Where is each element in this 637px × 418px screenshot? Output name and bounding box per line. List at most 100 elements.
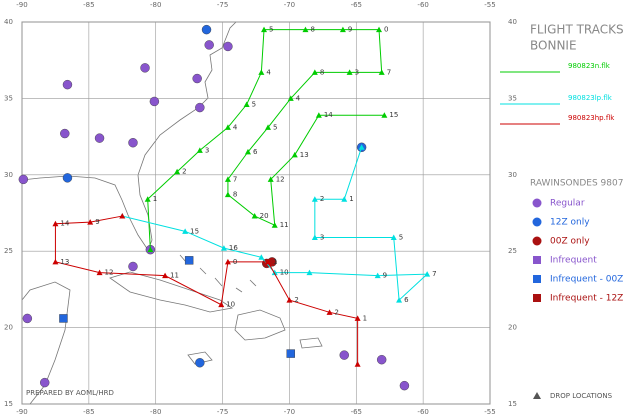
lon-tick-label: -85 xyxy=(83,408,94,416)
drop-label: 15 xyxy=(190,227,199,235)
drop-label: 6 xyxy=(253,148,258,156)
drop-location xyxy=(147,246,154,253)
drop-label: 20 xyxy=(260,212,269,220)
drop-location xyxy=(341,196,348,202)
drop-label: 13 xyxy=(60,258,69,266)
track-legend-label: 980823hp.flk xyxy=(568,114,615,122)
drop-location xyxy=(265,258,272,265)
drop-label: 14 xyxy=(60,220,69,228)
station-legend-label: 12Z only xyxy=(550,218,590,228)
station xyxy=(201,24,212,35)
drop-label: 2 xyxy=(320,195,324,203)
station-legend-symbol xyxy=(532,217,542,227)
drop-label: 11 xyxy=(280,221,289,229)
drop-location xyxy=(224,176,231,182)
subtitle: BONNIE xyxy=(530,39,577,53)
drop-label: 2 xyxy=(335,308,339,316)
lon-tick-label: -65 xyxy=(351,1,362,9)
drop-label: 4 xyxy=(266,68,271,76)
lon-tick-label: -85 xyxy=(83,1,94,9)
drop-label: 5 xyxy=(269,26,273,34)
drop-location xyxy=(144,196,151,202)
station xyxy=(40,377,50,388)
station xyxy=(339,350,349,360)
lon-tick-label: -80 xyxy=(150,1,161,9)
station-legend-symbol xyxy=(533,275,541,283)
station xyxy=(184,256,194,265)
jamaica xyxy=(187,351,213,365)
drop-label: 5 xyxy=(252,101,256,109)
drop-location xyxy=(119,213,126,219)
flight-track xyxy=(122,147,429,302)
drop-label: 8 xyxy=(233,191,237,199)
lon-tick-label: -70 xyxy=(284,1,295,9)
station-legend-label: Infrequent - 00Z xyxy=(550,275,623,285)
drop-label: 8 xyxy=(310,26,314,34)
drop-label: 6 xyxy=(404,296,409,304)
lat-tick-label: 30 xyxy=(508,171,517,179)
drop-label: 0 xyxy=(233,258,237,266)
map-frame xyxy=(21,21,491,405)
drop-label: 1 xyxy=(363,314,367,322)
lat-tick-label: 35 xyxy=(4,94,13,102)
drop-label: 15 xyxy=(389,111,398,119)
station xyxy=(128,261,138,272)
drop-label: 7 xyxy=(387,68,391,76)
drop-location xyxy=(315,112,322,118)
drop-location xyxy=(311,69,318,75)
drop-label: 13 xyxy=(300,151,309,159)
drop-location xyxy=(162,272,169,279)
drop-label: 14 xyxy=(324,111,333,119)
drop-location xyxy=(267,176,274,182)
drop-location xyxy=(306,269,313,276)
lat-tick-label: 20 xyxy=(508,324,517,332)
station xyxy=(223,41,233,52)
drop-label: 3 xyxy=(355,68,359,76)
station xyxy=(60,128,70,139)
hispaniola xyxy=(234,309,286,341)
drop-label: 3 xyxy=(205,146,209,154)
drop-location xyxy=(174,168,181,175)
drop-label: 7 xyxy=(432,270,436,278)
bahamas xyxy=(179,254,257,293)
drop-label: 0 xyxy=(384,26,388,34)
drop-location xyxy=(87,219,94,225)
track-legend-label: 980823n.flk xyxy=(568,62,611,70)
drop-location xyxy=(424,271,431,277)
drop-label: 2 xyxy=(182,168,186,176)
station-legend-label: Infrequent - 12Z xyxy=(550,294,623,304)
station-legend-symbol xyxy=(532,236,542,246)
lon-tick-label: -90 xyxy=(16,408,27,416)
drop-label: 1 xyxy=(273,258,277,266)
drop-location xyxy=(224,124,231,130)
drop-label: 9 xyxy=(95,218,99,226)
lon-tick-label: -70 xyxy=(284,408,295,416)
cuba xyxy=(109,271,234,313)
station xyxy=(399,380,410,391)
drop-location xyxy=(291,151,298,158)
drop-label: 1 xyxy=(153,195,157,203)
drop-label: 10 xyxy=(280,269,289,277)
station xyxy=(62,79,73,90)
station xyxy=(204,40,214,50)
drop-location xyxy=(271,269,278,276)
drop-location xyxy=(390,234,397,240)
drop-label: 8 xyxy=(320,68,324,76)
station xyxy=(195,358,205,368)
drop-label: 3 xyxy=(320,233,324,241)
drop-location xyxy=(286,297,293,303)
drop-location xyxy=(261,26,268,33)
drop-location xyxy=(224,258,231,265)
station-legend-symbol xyxy=(533,256,541,264)
drop-label: 16 xyxy=(229,244,238,252)
drop-location xyxy=(396,297,403,303)
drop-location xyxy=(302,26,309,33)
drop-location xyxy=(52,258,59,265)
lat-tick-label: 15 xyxy=(4,400,13,408)
station-legend-label: 00Z only xyxy=(550,237,590,247)
station xyxy=(140,63,150,73)
lon-tick-label: -80 xyxy=(150,408,161,416)
drop-label: 9 xyxy=(348,26,352,34)
lat-tick-label: 30 xyxy=(4,171,13,179)
drop-location xyxy=(374,272,381,279)
